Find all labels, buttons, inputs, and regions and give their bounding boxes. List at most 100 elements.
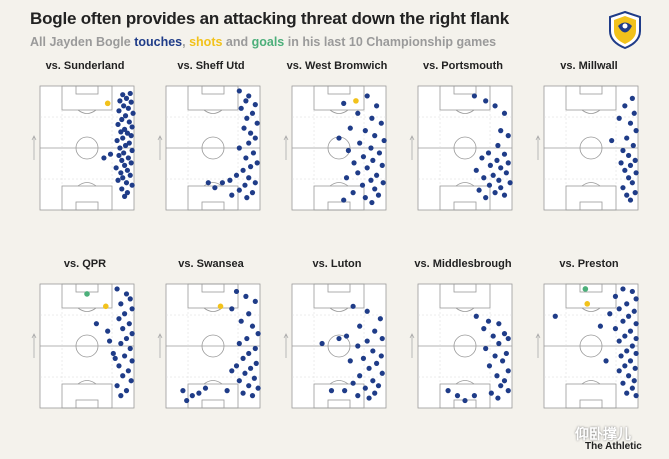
touch-point (205, 180, 211, 186)
touch-point (347, 125, 353, 131)
pitch-guides (292, 308, 386, 384)
touch-point (236, 187, 242, 193)
pitch-panel: vs. West Bromwich (282, 60, 392, 220)
shot-point (104, 100, 111, 107)
touch-point (498, 128, 504, 134)
touch-point (122, 162, 128, 168)
touch-point (122, 353, 128, 359)
touch-point (124, 190, 131, 196)
touch-point (501, 192, 508, 198)
touch-point (627, 358, 634, 364)
touch-point (462, 397, 468, 404)
attack-direction-arrow-icon (31, 333, 37, 358)
touch-point (236, 378, 242, 384)
touch-point (122, 142, 129, 149)
touch-point (350, 303, 356, 309)
touch-point (618, 160, 624, 166)
touch-point (243, 293, 249, 299)
touch-point (626, 175, 632, 181)
touch-point (129, 147, 135, 154)
pitch-guides (544, 308, 638, 384)
touch-point (118, 129, 124, 135)
touch-point (620, 185, 626, 191)
pitch-panel: vs. QPR (30, 258, 140, 418)
touch-point (483, 345, 489, 352)
touch-point (249, 190, 256, 196)
touch-point (252, 102, 258, 108)
subtitle-prefix: All Jayden Bogle (30, 35, 135, 49)
touch-point (229, 368, 235, 374)
touch-point (362, 385, 368, 391)
touch-point (120, 175, 126, 181)
touch-point (626, 152, 632, 159)
touch-point (119, 157, 125, 163)
touch-point (116, 363, 122, 369)
touch-point (620, 318, 626, 324)
touch-point (616, 368, 622, 374)
touch-point (238, 318, 244, 324)
touch-point (375, 383, 382, 389)
touch-point (180, 388, 186, 394)
touch-point (243, 155, 249, 161)
touch-point (122, 113, 129, 119)
touch-point (125, 105, 131, 111)
touch-point (380, 180, 386, 186)
touch-point (620, 147, 626, 154)
pitch-svg (283, 283, 387, 409)
touch-point (127, 172, 133, 178)
chart-title: Bogle often provides an attacking threat… (30, 9, 509, 28)
touch-point (112, 355, 118, 361)
touch-point (370, 378, 376, 384)
touch-point (125, 368, 131, 374)
touch-point (246, 350, 252, 357)
pitch-panel: vs. Luton (282, 258, 392, 418)
panel-title: vs. QPR (63, 258, 107, 270)
touch-point (481, 175, 487, 181)
touch-point (495, 142, 501, 149)
legend-touches: touches (134, 35, 183, 49)
touch-point (227, 177, 233, 183)
pitch-panel: vs. Sheff Utd (156, 60, 266, 220)
pitch-guides (292, 110, 386, 186)
touch-point (496, 340, 502, 347)
attack-direction-arrow-icon (409, 333, 415, 358)
touch-point (253, 360, 259, 366)
touch-point (357, 373, 363, 379)
touch-point (122, 311, 128, 317)
touch-point (368, 177, 374, 183)
touch-point (374, 172, 380, 178)
touch-point (254, 120, 260, 126)
touch-point (128, 160, 134, 166)
touch-point (445, 388, 451, 394)
touch-point (492, 353, 498, 359)
touch-point (126, 140, 132, 146)
touch-point (616, 306, 622, 312)
touch-point (350, 380, 356, 386)
touch-point (350, 190, 356, 196)
touch-point (251, 375, 257, 381)
touch-point (123, 388, 130, 394)
touch-point (633, 321, 639, 327)
touch-point (93, 321, 99, 327)
pitch-markings (39, 85, 135, 211)
touch-point (107, 151, 114, 157)
touch-point (454, 393, 461, 399)
touch-point (130, 110, 136, 116)
touch-point (249, 323, 256, 329)
touch-point (119, 116, 125, 123)
touch-point (622, 363, 628, 369)
touch-point (114, 383, 120, 389)
touch-point (236, 88, 242, 94)
touch-point (629, 343, 635, 349)
touch-point (345, 147, 351, 154)
touch-point (630, 142, 636, 149)
touch-point (101, 155, 107, 161)
attack-direction-arrow-icon (157, 333, 163, 358)
pitch-svg (31, 283, 135, 409)
touch-point (357, 140, 363, 146)
legend-shots: shots (189, 35, 223, 49)
touch-point (626, 313, 632, 319)
touch-point (116, 108, 122, 114)
touch-point (129, 358, 135, 364)
touch-point (123, 335, 130, 342)
